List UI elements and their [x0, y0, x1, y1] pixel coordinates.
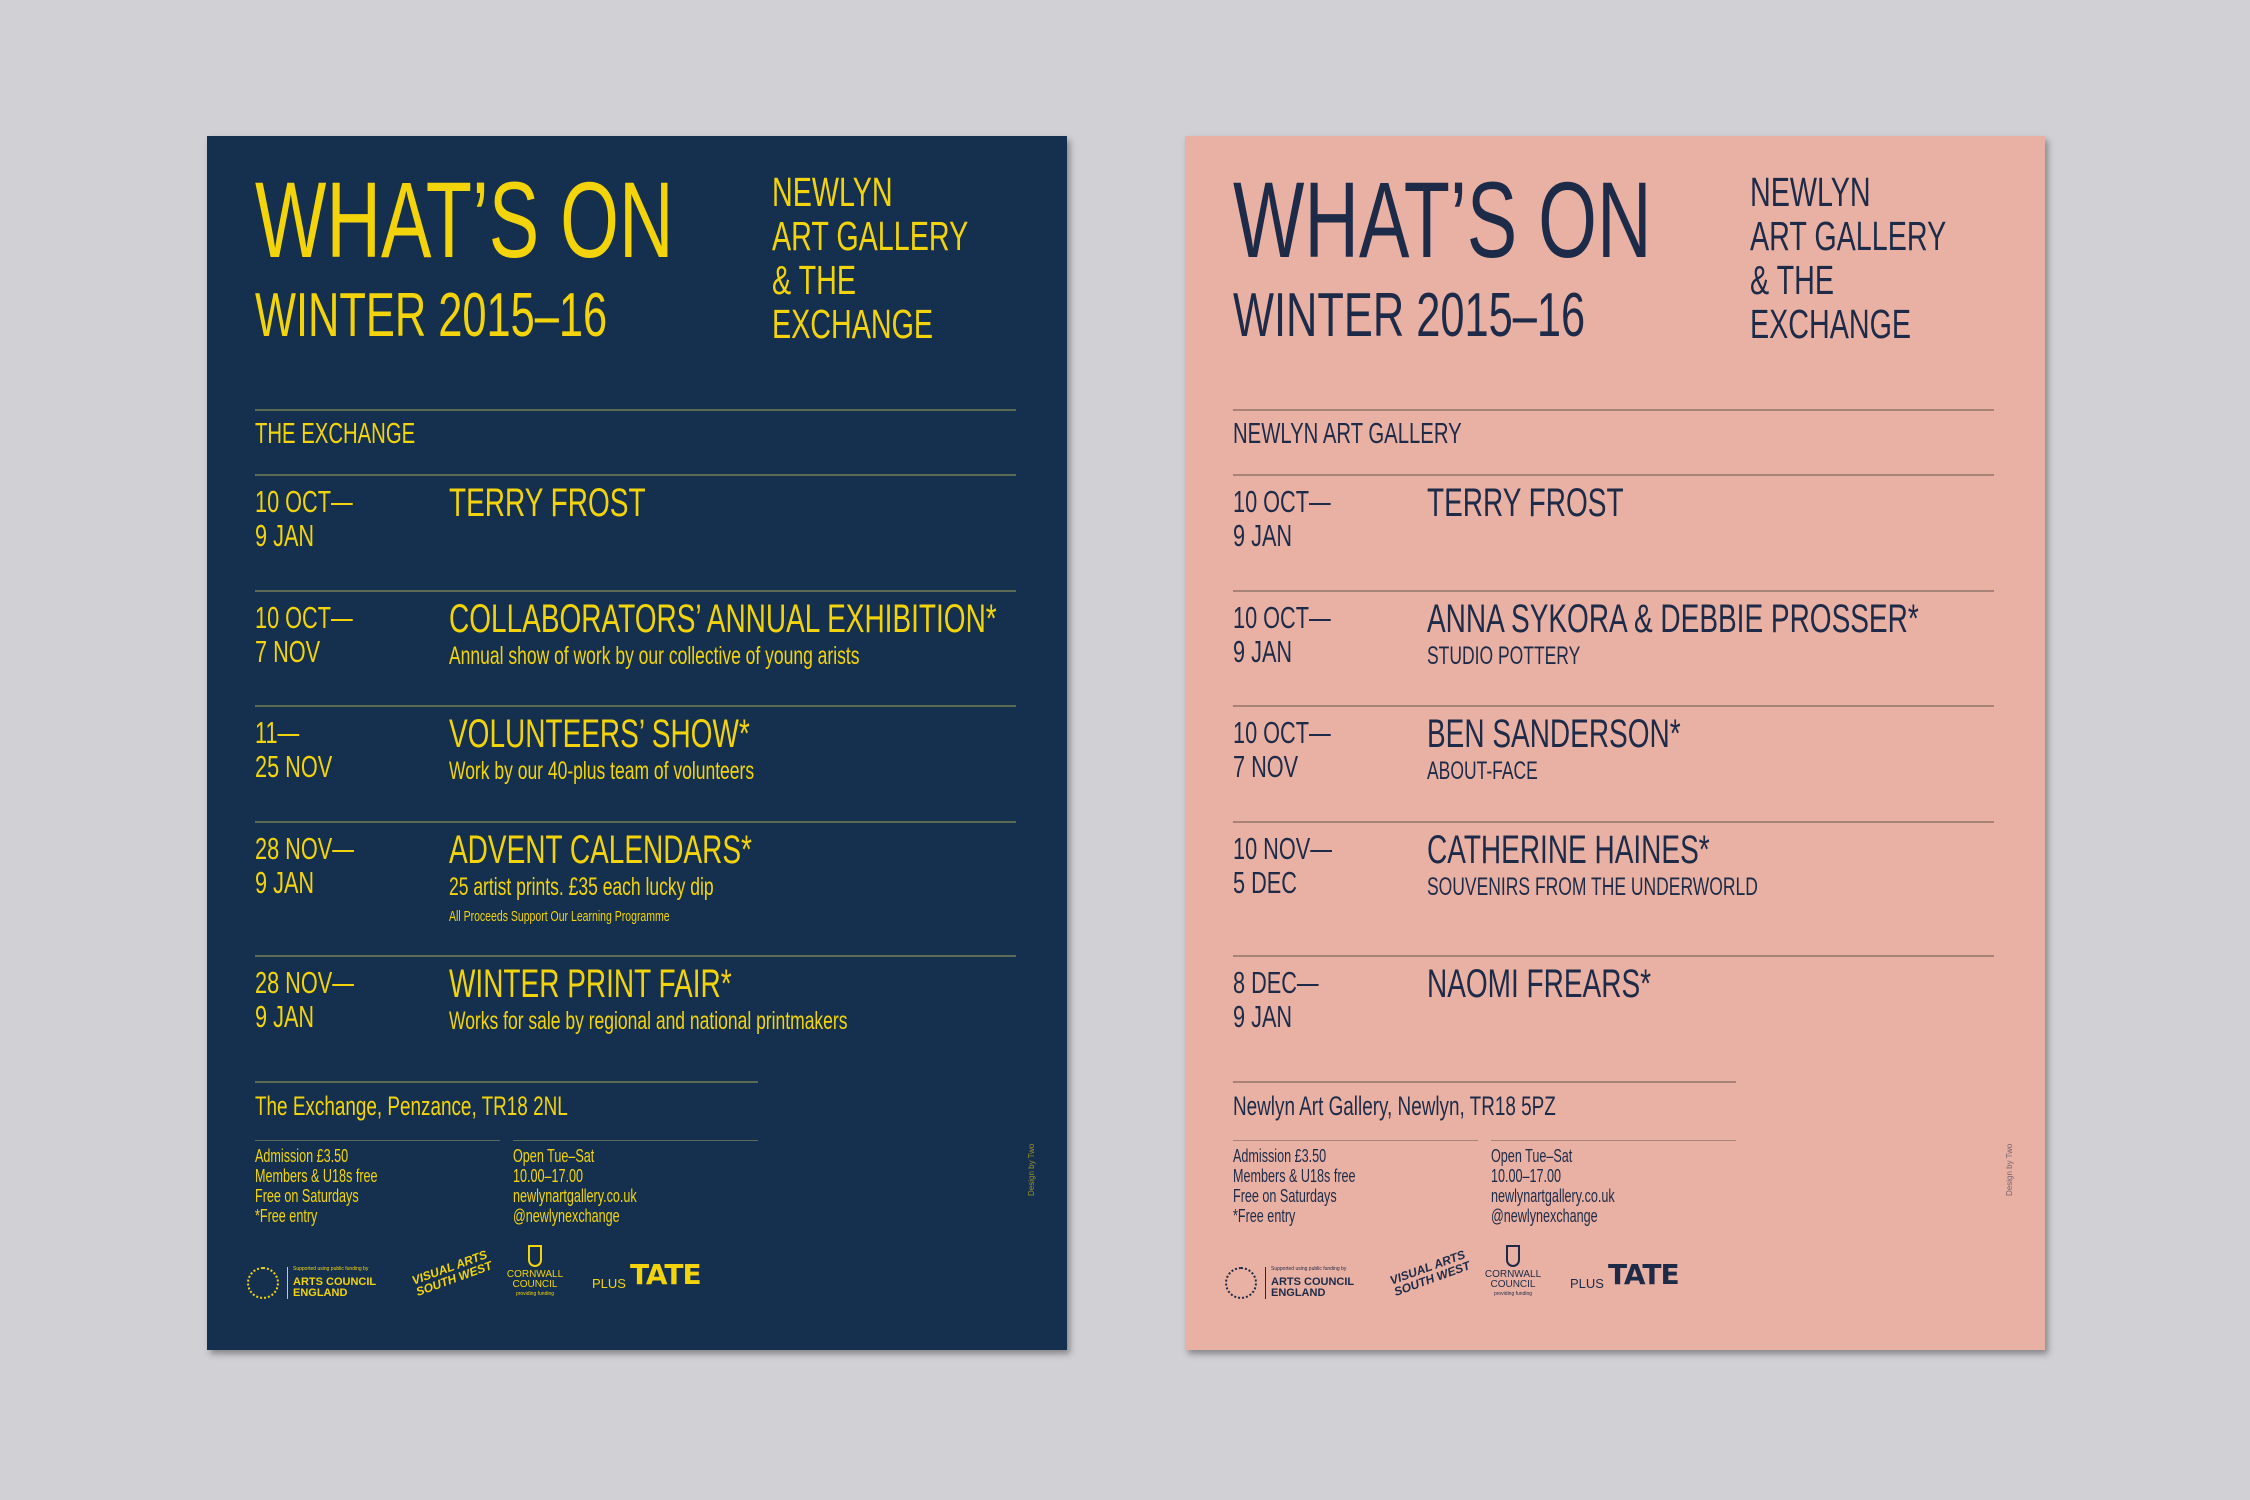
event-dates: 10 OCT— 7 NOV [1233, 715, 1331, 784]
venue-name: NEWLYN ART GALLERY & THE EXCHANGE [772, 169, 969, 347]
divider [255, 409, 1016, 411]
event-title: WINTER PRINT FAIR* [449, 962, 732, 1006]
admission-info: Admission £3.50 Members & U18s free Free … [1233, 1146, 1356, 1226]
section-label: THE EXCHANGE [255, 418, 416, 450]
event-title: ADVENT CALENDARS* [449, 828, 752, 872]
event-dates: 10 NOV— 5 DEC [1233, 831, 1332, 900]
divider [1233, 474, 1994, 476]
divider [255, 705, 1016, 707]
sponsor-logos: Supported using public funding by ARTS C… [1225, 1241, 1705, 1321]
divider [1233, 409, 1994, 411]
event-title: BEN SANDERSON* [1427, 712, 1681, 756]
divider [1233, 1140, 1478, 1141]
cornwall-council-logo: CORNWALL COUNCIL providing funding [505, 1245, 565, 1297]
event-title: TERRY FROST [449, 481, 646, 525]
poster-the-exchange: WHAT’S ON WINTER 2015–16 NEWLYN ART GALL… [207, 136, 1067, 1350]
event-title: TERRY FROST [1427, 481, 1624, 525]
event-subtitle: ABOUT-FACE [1427, 757, 1538, 785]
admission-info: Admission £3.50 Members & U18s free Free … [255, 1146, 378, 1226]
poster-newlyn-art-gallery: WHAT’S ON WINTER 2015–16 NEWLYN ART GALL… [1185, 136, 2045, 1350]
event-title: ANNA SYKORA & DEBBIE PROSSER* [1427, 597, 1919, 641]
event-dates: 10 OCT— 7 NOV [255, 600, 353, 669]
event-note: All Proceeds Support Our Learning Progra… [449, 908, 670, 925]
event-subtitle: Annual show of work by our collective of… [449, 642, 860, 670]
sponsor-logos: Supported using public funding by ARTS C… [247, 1241, 727, 1321]
heading: WHAT’S ON [255, 159, 674, 280]
visual-arts-south-west-logo: VISUAL ARTS SOUTH WEST [409, 1247, 495, 1299]
divider [1233, 1081, 1736, 1083]
season: WINTER 2015–16 [1233, 281, 1586, 350]
opening-info: Open Tue–Sat 10.00–17.00 newlynartgallery… [1491, 1146, 1615, 1226]
event-subtitle: 25 artist prints. £35 each lucky dip [449, 873, 714, 901]
divider [255, 821, 1016, 823]
event-dates: 10 OCT— 9 JAN [255, 484, 353, 553]
divider [513, 1140, 758, 1141]
event-dates: 28 NOV— 9 JAN [255, 831, 354, 900]
opening-info: Open Tue–Sat 10.00–17.00 newlynartgallery… [513, 1146, 637, 1226]
event-subtitle: STUDIO POTTERY [1427, 642, 1581, 670]
event-subtitle: Works for sale by regional and national … [449, 1007, 848, 1035]
divider [1233, 590, 1994, 592]
event-title: NAOMI FREARS* [1427, 962, 1652, 1006]
heading: WHAT’S ON [1233, 159, 1652, 280]
design-credit: Design by Two [1027, 1143, 1036, 1196]
divider [1233, 821, 1994, 823]
address: Newlyn Art Gallery, Newlyn, TR18 5PZ [1233, 1091, 1556, 1121]
divider [255, 590, 1016, 592]
event-dates: 8 DEC— 9 JAN [1233, 965, 1319, 1034]
event-dates: 10 OCT— 9 JAN [1233, 600, 1331, 669]
visual-arts-south-west-logo: VISUAL ARTS SOUTH WEST [1387, 1247, 1473, 1299]
event-title: VOLUNTEERS’ SHOW* [449, 712, 750, 756]
divider [1233, 705, 1994, 707]
event-subtitle: Work by our 40-plus team of volunteers [449, 757, 755, 785]
event-title: CATHERINE HAINES* [1427, 828, 1710, 872]
event-dates: 11— 25 NOV [255, 715, 333, 784]
design-credit: Design by Two [2005, 1143, 2014, 1196]
event-subtitle: SOUVENIRS FROM THE UNDERWORLD [1427, 873, 1758, 901]
event-title: COLLABORATORS’ ANNUAL EXHIBITION* [449, 597, 997, 641]
divider [255, 1081, 758, 1083]
event-dates: 28 NOV— 9 JAN [255, 965, 354, 1034]
venue-name: NEWLYN ART GALLERY & THE EXCHANGE [1750, 169, 1947, 347]
address: The Exchange, Penzance, TR18 2NL [255, 1091, 568, 1121]
divider [255, 1140, 500, 1141]
divider [1233, 955, 1994, 957]
season: WINTER 2015–16 [255, 281, 608, 350]
event-dates: 10 OCT— 9 JAN [1233, 484, 1331, 553]
cornwall-council-logo: CORNWALL COUNCIL providing funding [1483, 1245, 1543, 1297]
divider [255, 955, 1016, 957]
divider [1491, 1140, 1736, 1141]
section-label: NEWLYN ART GALLERY [1233, 418, 1462, 450]
divider [255, 474, 1016, 476]
